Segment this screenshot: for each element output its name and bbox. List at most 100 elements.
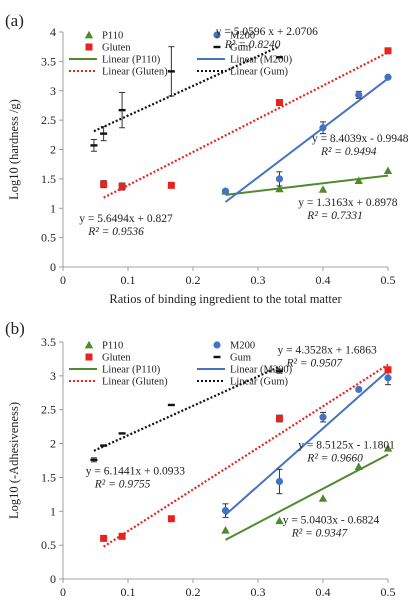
data-point-gum <box>167 403 175 407</box>
legend-label: Linear (M200) <box>230 365 293 376</box>
data-point-gum <box>90 144 98 147</box>
legend-label: Gum <box>230 43 251 54</box>
y-tick-label: 2 <box>50 437 56 451</box>
y-axis-label: Log10 (hardness /g) <box>7 99 21 200</box>
y-tick-label: 3.5 <box>41 54 56 68</box>
legend-swatch-gum <box>213 45 221 49</box>
data-point-gum <box>275 369 283 373</box>
equation-label: y = 5.0596 x + 2.0706 <box>216 26 318 38</box>
legend-swatch-gum <box>213 355 221 359</box>
y-tick-label: 3.5 <box>41 335 56 349</box>
data-point-gluten <box>384 366 392 374</box>
legend-swatch-m200 <box>213 31 221 39</box>
x-axis-label: Ratios of binding ingredient to the tota… <box>109 292 342 306</box>
chart-panel-b: (b)00.511.522.533.500.10.20.30.40.5Ratio… <box>5 319 396 605</box>
trendline-gluten <box>103 51 389 199</box>
x-tick-label: 0.2 <box>186 585 201 599</box>
data-point-gum <box>118 432 126 435</box>
legend-label: Linear (P110) <box>102 365 161 376</box>
y-tick-label: 0.5 <box>41 538 56 552</box>
data-point-gluten <box>167 515 175 523</box>
trendline-m200 <box>224 369 389 516</box>
legend-label: Gluten <box>102 43 131 54</box>
trendline-m200 <box>224 77 389 203</box>
legend-swatch-p110 <box>84 30 94 39</box>
data-point-p110 <box>383 444 393 452</box>
r-squared-label: R² = 0.9536 <box>87 226 144 238</box>
y-tick-label: 1.5 <box>41 470 56 484</box>
equation-label: y = 4.3528x + 1.6863 <box>278 345 377 357</box>
data-point-gluten <box>118 183 126 191</box>
data-point-m200 <box>355 91 363 99</box>
data-point-p110 <box>318 185 328 193</box>
y-tick-label: 2.5 <box>41 113 56 127</box>
y-tick-label: 3 <box>50 84 56 98</box>
equation-label: y = 8.5125x - 1.1801 <box>298 439 395 451</box>
equation-label: y = 1.3163x + 0.8978 <box>298 197 397 209</box>
r-squared-label: R² = 0.9507 <box>286 358 344 370</box>
data-point-gum <box>167 70 175 73</box>
legend-swatch-p110 <box>84 340 94 349</box>
r-squared-label: R² = 0.7331 <box>306 210 363 222</box>
x-tick-label: 0.5 <box>381 273 396 287</box>
legend-label: Gluten <box>102 353 131 364</box>
equation-label: y = 5.0403x - 0.6824 <box>283 514 380 526</box>
x-tick-label: 0.3 <box>251 585 266 599</box>
data-point-m200 <box>221 507 230 515</box>
legend-label: Linear (M200) <box>230 55 293 66</box>
legend-swatch-m200 <box>213 341 221 349</box>
x-tick-label: 0.1 <box>121 273 136 287</box>
y-axis-label: Log10 (-Adhesiveness) <box>7 402 21 519</box>
data-point-m200 <box>275 477 284 486</box>
x-tick-label: 0 <box>60 585 66 599</box>
legend-swatch-gluten <box>85 353 93 361</box>
trendline-p110 <box>225 174 389 196</box>
data-point-m200 <box>355 385 363 393</box>
y-tick-label: 2 <box>50 143 56 157</box>
y-tick-label: 1 <box>50 201 56 215</box>
y-tick-label: 0 <box>50 572 56 586</box>
r-squared-label: R² = 0.9755 <box>94 479 151 491</box>
r-squared-label: R² = 0.8240 <box>224 39 281 51</box>
trendline-gum <box>93 45 280 133</box>
data-point-gum <box>275 56 283 59</box>
x-tick-label: 0.1 <box>121 585 136 599</box>
x-tick-label: 0.2 <box>186 273 201 287</box>
legend-label: Gum <box>230 353 251 364</box>
data-point-gum <box>100 132 108 135</box>
data-point-p110 <box>221 526 230 534</box>
equation-label: y = 8.4039x - 0.9948 <box>312 133 409 145</box>
legend-label: Linear (Gluten) <box>102 377 168 388</box>
legend-label: M200 <box>230 341 255 352</box>
data-point-gluten <box>118 532 126 540</box>
legend-label: P110 <box>102 341 123 352</box>
r-squared-label: R² = 0.9660 <box>306 452 363 464</box>
y-tick-label: 0.5 <box>41 231 56 245</box>
data-point-m200 <box>384 73 392 81</box>
legend-label: Linear (Gluten) <box>102 67 168 78</box>
data-point-gluten <box>275 415 283 423</box>
data-point-p110 <box>354 176 363 184</box>
legend-label: Linear (Gum) <box>230 67 289 78</box>
legend-swatch-gluten <box>85 43 93 51</box>
y-tick-label: 4 <box>50 25 56 39</box>
data-point-m200 <box>384 374 392 382</box>
legend-label: P110 <box>102 31 123 42</box>
r-squared-label: R² = 0.9347 <box>291 527 349 539</box>
data-point-p110 <box>275 516 284 525</box>
data-point-m200 <box>221 187 230 195</box>
data-point-m200 <box>319 413 327 421</box>
data-point-gluten <box>275 99 283 106</box>
data-point-gluten <box>384 47 392 55</box>
y-tick-label: 0 <box>50 260 56 274</box>
data-point-p110 <box>318 494 328 502</box>
x-tick-label: 0.4 <box>316 585 331 599</box>
data-point-m200 <box>275 175 284 183</box>
equation-label: y = 6.1441x + 0.0933 <box>86 466 185 478</box>
x-tick-label: 0.3 <box>251 273 266 287</box>
y-tick-label: 2.5 <box>41 403 56 417</box>
data-point-gum <box>118 108 126 112</box>
data-point-gum <box>90 458 98 462</box>
